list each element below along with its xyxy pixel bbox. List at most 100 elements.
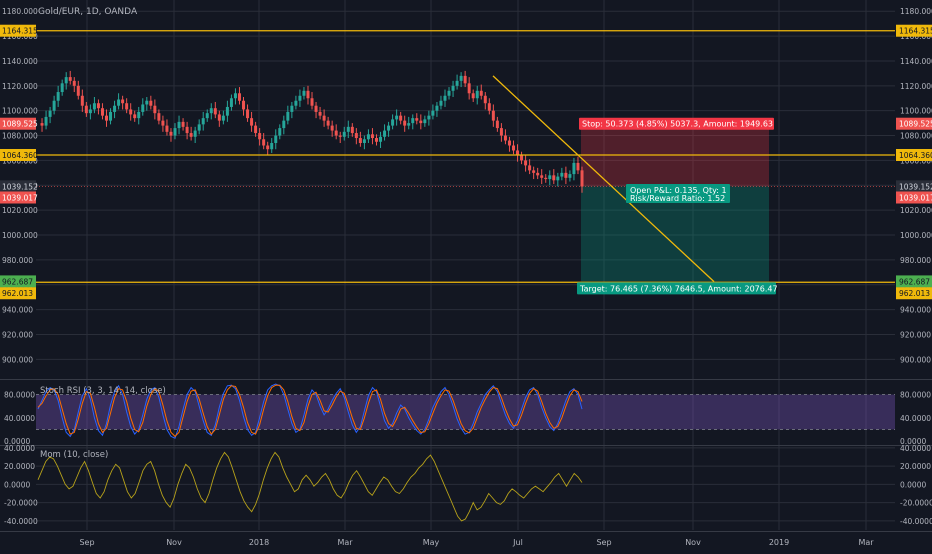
candle-body [463, 75, 467, 84]
candle-body [407, 123, 411, 126]
target-label-bg [577, 282, 776, 295]
stop-label-text: Stop: 50.373 (4.85%) 5037.3, Amount: 194… [582, 120, 773, 129]
candle-body [427, 115, 431, 120]
candle-body [342, 131, 346, 137]
candle-body [165, 125, 169, 132]
x-tick-label: Nov [685, 538, 701, 547]
x-tick-label: May [423, 538, 440, 547]
candle-body [129, 109, 133, 115]
candle-body [197, 124, 201, 131]
mom-y-tick-right: 40.0000 [900, 444, 931, 453]
candle-body [209, 108, 213, 114]
candle-body [72, 80, 76, 86]
trend-line [492, 75, 715, 283]
candle-body [181, 121, 185, 127]
open-pnl-text: Open P&L: 0.135, Qty: 1 [630, 186, 727, 195]
stoch-rsi-pane[interactable]: 80.0000 80.0000 40.0000 40.0000 0.0000 0.0000 [0, 379, 932, 447]
stoch-y-tick-right: 0.0000 [900, 437, 926, 446]
candle-body [524, 160, 528, 166]
candle-body [145, 100, 149, 105]
stop-label-bg [579, 117, 774, 130]
level-tag-left [0, 275, 36, 288]
candle-body [141, 104, 145, 112]
candle-body [310, 98, 314, 106]
price-pane[interactable]: 1180.0001180.0001160.0001160.0001140.000… [0, 0, 932, 530]
level-tag-right [896, 191, 932, 204]
candle-body [479, 90, 483, 96]
y-tick-label-left: 1080.000 [2, 132, 38, 141]
time-axis[interactable]: Sep Nov 2018 Mar May Jul Sep Nov 2019 Mar [0, 531, 932, 548]
candle-body [286, 111, 290, 121]
candle-body [302, 90, 306, 96]
level-tag-left [0, 180, 36, 193]
candle-body [358, 138, 362, 144]
momentum-line [37, 451, 583, 522]
candle-body [258, 133, 262, 140]
y-tick-label-right: 1100.000 [900, 107, 932, 116]
candle-body [229, 98, 233, 107]
level-tag-right [896, 117, 932, 130]
candle-body [370, 134, 374, 139]
candle-body [84, 105, 88, 114]
candle-body [374, 138, 378, 142]
candle-body [516, 150, 520, 156]
candle-body [568, 174, 572, 178]
mom-y-tick-left: 0.0000 [4, 480, 30, 489]
candle-body [572, 162, 576, 175]
level-tag-right-text: 1064.360 [899, 151, 932, 160]
candle-body [306, 90, 310, 99]
x-tick-label: Sep [596, 538, 611, 547]
candle-body [423, 119, 427, 124]
pnl-label-bg [626, 184, 730, 203]
level-tag-right-text: 962.013 [899, 289, 930, 298]
stoch-k-line [37, 383, 583, 439]
y-tick-label-right: 1140.000 [900, 57, 932, 66]
candle-body [540, 175, 544, 178]
mom-y-tick-right: -20.0000 [900, 499, 932, 508]
candle-body [403, 120, 407, 126]
candle-body [338, 135, 342, 137]
y-tick-label-right: 980.000 [900, 256, 931, 265]
level-tag-left-text: 1039.152 [2, 182, 38, 191]
candle-body [467, 83, 471, 94]
x-tick-label: Nov [166, 538, 182, 547]
y-tick-label-right: 1180.000 [900, 7, 932, 16]
y-tick-label-right: 920.000 [900, 330, 931, 339]
candle-body [161, 120, 165, 126]
candle-body [487, 103, 491, 111]
candle-body [552, 175, 556, 181]
candle-body [149, 100, 153, 106]
candle-body [330, 125, 334, 131]
candle-body [221, 115, 225, 121]
level-tag-right-text: 1039.152 [899, 182, 932, 191]
candle-body [298, 95, 302, 101]
candle-body [346, 126, 350, 132]
candle-body [354, 133, 358, 139]
main-bg [0, 0, 932, 379]
stoch-rsi-title: Stoch RSI (3, 3, 14, 14, close) [40, 386, 166, 396]
candle-body [391, 119, 395, 126]
candle-body [322, 115, 326, 121]
x-tick-label: 2018 [249, 538, 269, 547]
candle-body [193, 130, 197, 137]
candle-body [254, 125, 258, 134]
candle-body [233, 93, 237, 99]
candle-body [536, 172, 540, 176]
candle-body [270, 143, 274, 150]
candle-body [314, 105, 318, 112]
candle-body [548, 175, 552, 180]
mom-y-tick-right: 0.0000 [900, 480, 926, 489]
candle-body [173, 128, 177, 136]
candle-body [395, 115, 399, 120]
candle-body [189, 133, 193, 137]
momentum-pane[interactable]: 40.0000 40.0000 20.0000 20.0000 0.0000 0.0000… [0, 444, 932, 526]
level-tag-left [0, 148, 36, 161]
y-tick-label-left: 1140.000 [2, 57, 38, 66]
stoch-y-tick-left: 0.0000 [4, 437, 30, 446]
y-tick-label-right: 1080.000 [900, 132, 932, 141]
candle-body [153, 105, 157, 114]
candle-body [96, 103, 100, 109]
candle-body [459, 75, 463, 81]
candle-body [471, 93, 475, 99]
